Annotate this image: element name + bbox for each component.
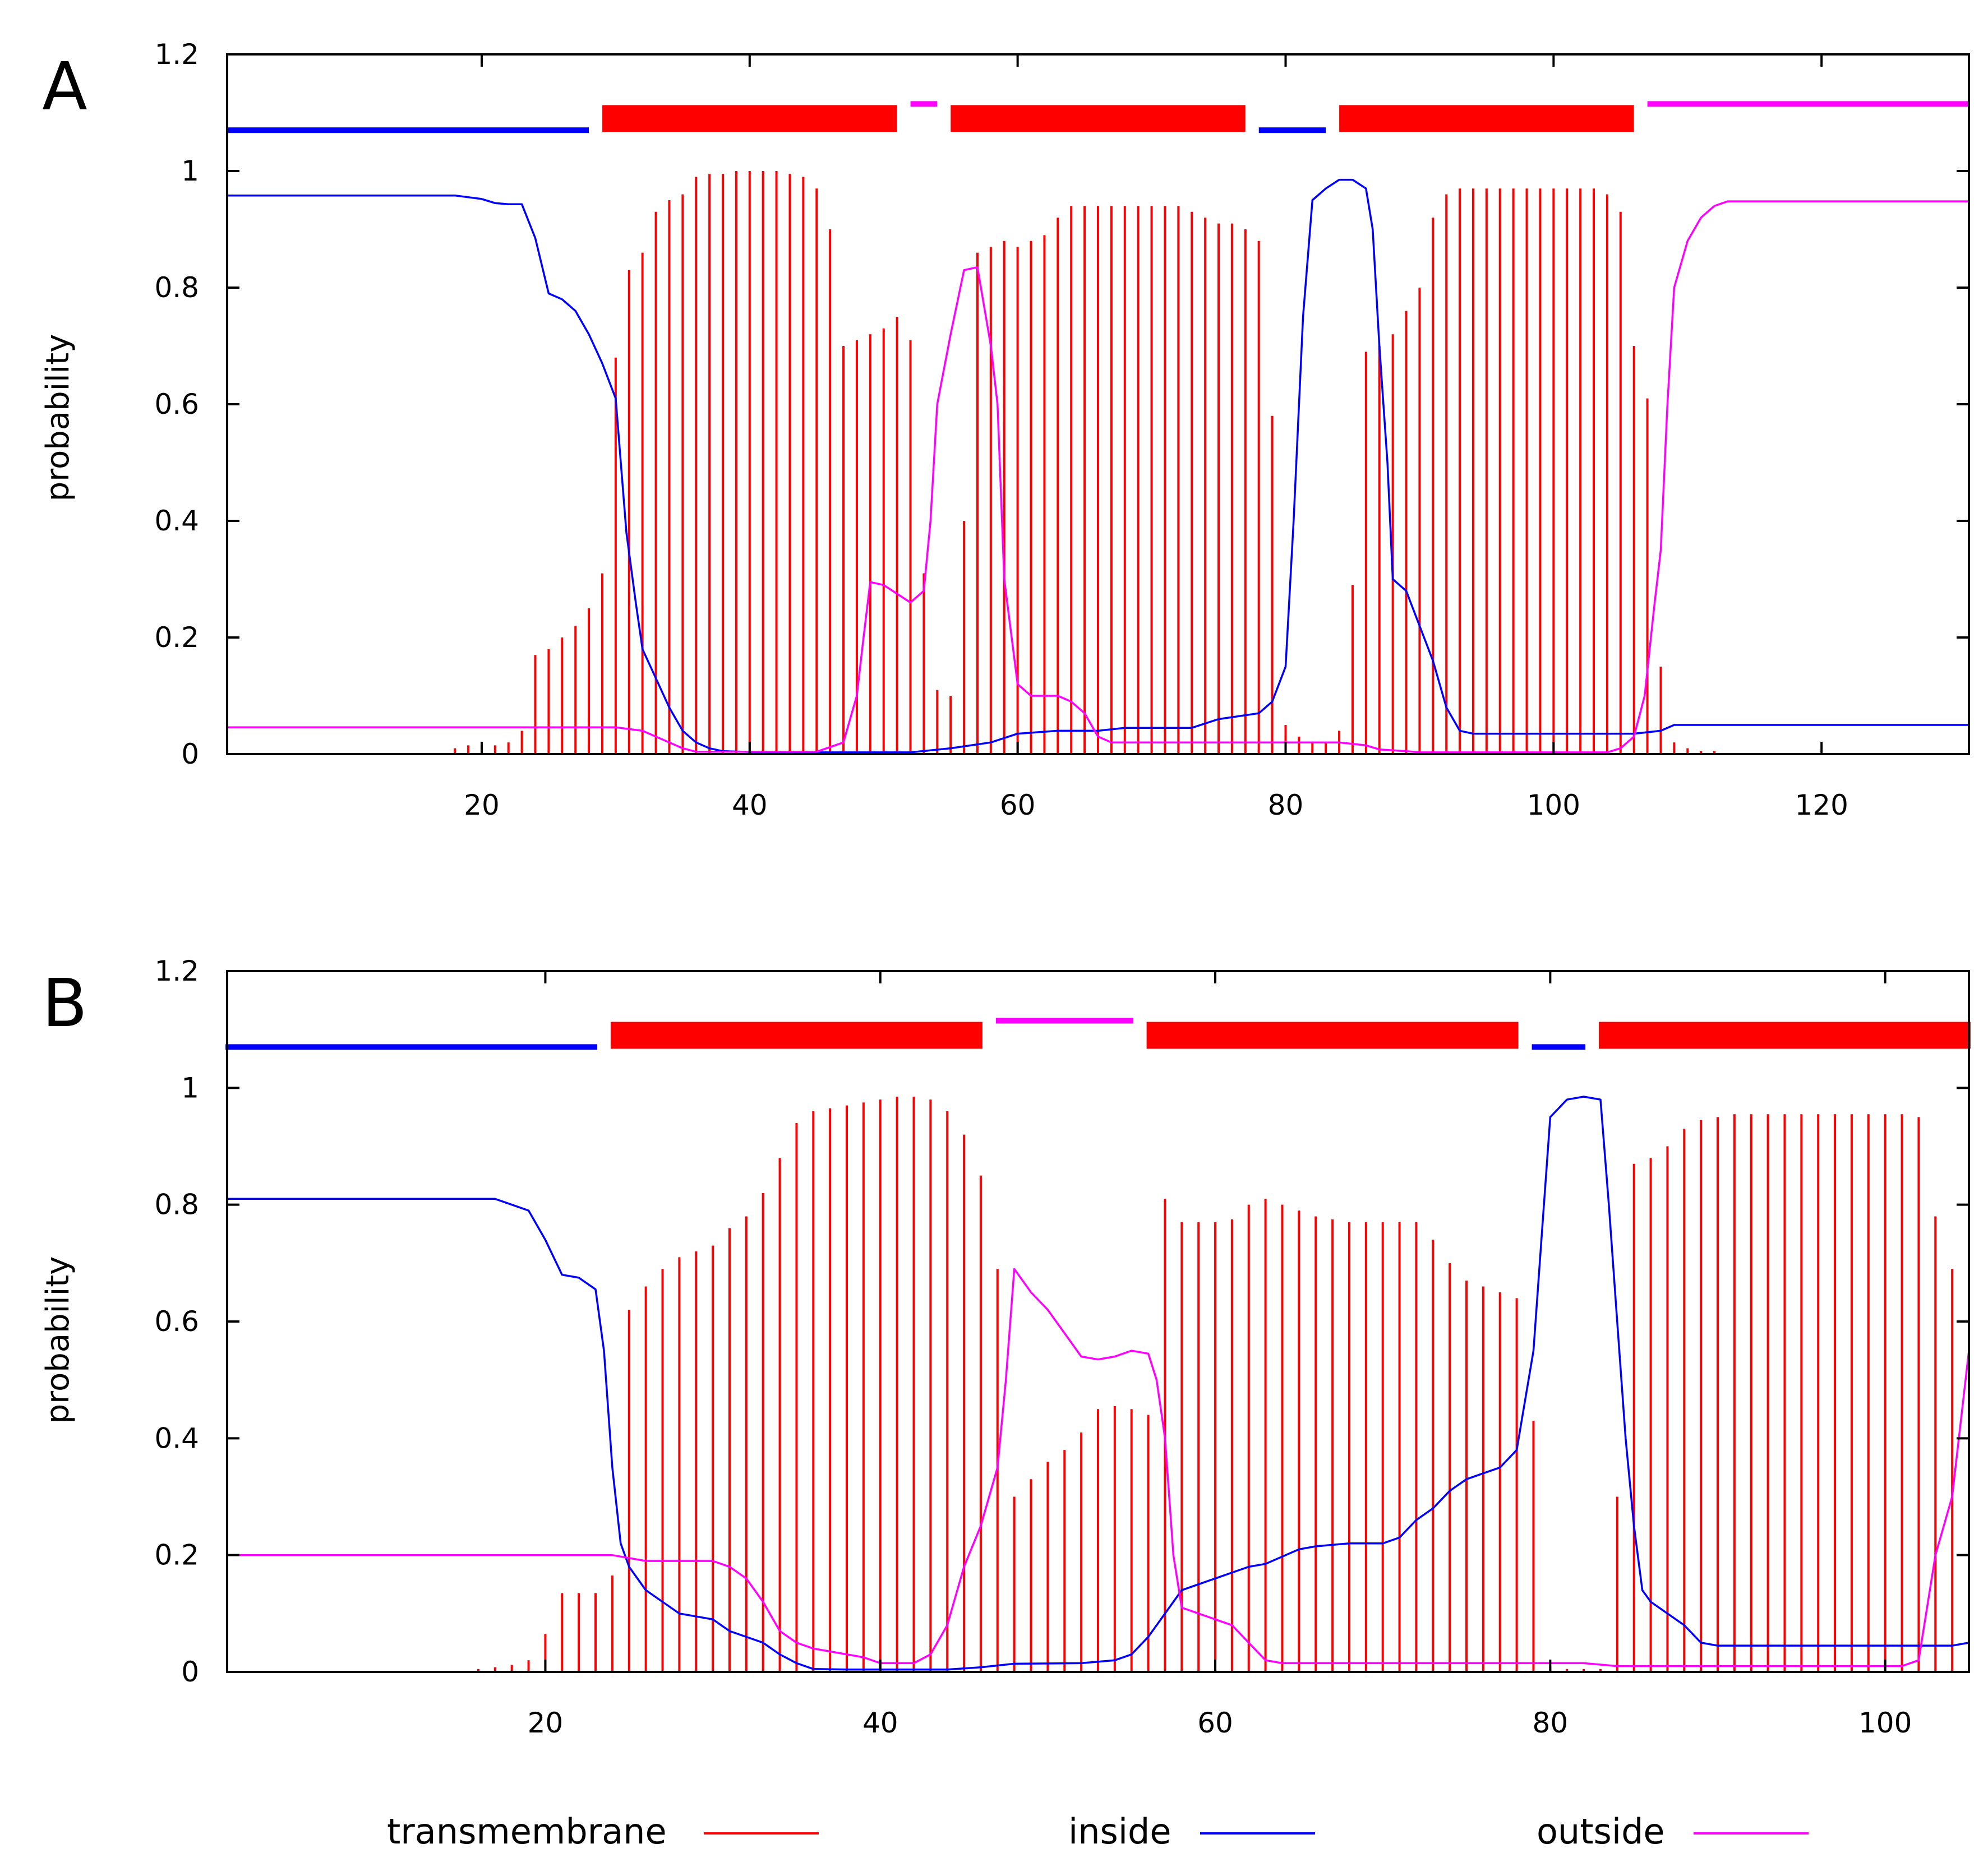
panel-a-topology-bar (227, 101, 1969, 133)
panel-a-ytick-label-1: 0.2 (154, 621, 199, 654)
panel-b-ytick-label-2: 0.4 (154, 1422, 199, 1454)
panel-a-topology-transmembrane-5 (1339, 105, 1634, 132)
panel-a-ytick-label-0: 0 (181, 738, 199, 770)
panel-b-ytick-label-4: 0.8 (154, 1189, 199, 1221)
panel-a-xtick-label-3: 80 (1268, 789, 1304, 821)
panel-b-topology-bar (225, 1018, 1971, 1050)
panel-a-topology-outside-6 (1647, 101, 1969, 107)
panel-b-topology-inside-0 (225, 1044, 597, 1050)
panel-a-letter: A (42, 48, 87, 125)
panel-b-ytick-label-6: 1.2 (154, 955, 199, 987)
panel-a-xtick-label-0: 20 (464, 789, 500, 821)
panel-a-xtick-label-1: 40 (732, 789, 768, 821)
panel-b-topology-outside-2 (995, 1018, 1133, 1024)
legend-entry-transmembrane: transmembrane (387, 1811, 819, 1852)
panel-a-ytick-label-2: 0.4 (154, 505, 199, 537)
panel-a-outside-line (227, 200, 1969, 754)
panel-b-ylabel: probability (40, 1256, 76, 1424)
panel-a-topology-inside-0 (227, 127, 589, 133)
legend-label-outside: outside (1537, 1811, 1665, 1852)
legend-label-inside: inside (1068, 1811, 1171, 1852)
legend-label-transmembrane: transmembrane (387, 1811, 667, 1852)
panel-b-ytick-label-0: 0 (181, 1656, 199, 1688)
panel-b-letter: B (42, 964, 87, 1042)
panel-a-ylabel: probability (40, 334, 76, 502)
panel-b-ytick-label-3: 0.6 (154, 1305, 199, 1338)
legend-entry-outside: outside (1537, 1811, 1809, 1852)
panel-a-topology-transmembrane-3 (951, 105, 1246, 132)
panel-a: A probability 0 0.2 0.4 0.6 0.8 1 1.2 20 40 60 80 1… (40, 38, 1970, 821)
panel-b-topology-transmembrane-5 (1599, 1022, 1971, 1049)
panel-a-ytick-label-6: 1.2 (154, 38, 199, 71)
panel-a-ytick-label-3: 0.6 (154, 388, 199, 421)
panel-b-axes: 0 0.2 0.4 0.6 0.8 1 1.2 20 40 60 80 100 (154, 955, 1969, 1739)
panel-a-transmembrane-bars (454, 171, 1716, 754)
panel-b-xtick-label-4: 100 (1858, 1707, 1912, 1739)
panel-b-topology-inside-4 (1532, 1044, 1586, 1050)
panel-a-ytick-label-4: 0.8 (154, 271, 199, 304)
legend: transmembrane inside outside (387, 1811, 1809, 1852)
panel-a-inside-line (227, 178, 1969, 754)
panel-b-transmembrane-bars (477, 1096, 1970, 1672)
panel-a-xtick-label-5: 120 (1795, 789, 1848, 821)
panel-a-topology-inside-4 (1258, 127, 1326, 133)
panel-b-topology-transmembrane-1 (610, 1022, 983, 1049)
panel-a-axes: 0 0.2 0.4 0.6 0.8 1 1.2 20 40 60 80 100 120 (154, 38, 1969, 821)
panel-b-ytick-label-5: 1 (181, 1071, 199, 1104)
panel-b-outside-line (227, 1134, 1970, 1667)
panel-a-xtick-label-2: 60 (1000, 789, 1036, 821)
panel-a-topology-outside-2 (910, 101, 938, 107)
panel-a-topology-transmembrane-1 (602, 105, 897, 132)
panel-b-xtick-label-0: 20 (528, 1707, 564, 1739)
legend-entry-inside: inside (1068, 1811, 1315, 1852)
panel-a-probability-lines (227, 178, 1969, 754)
panel-b-xtick-label-3: 80 (1533, 1707, 1569, 1739)
panel-b-probability-lines (227, 1096, 1970, 1671)
panel-b: B probability 0 0.2 0.4 0.6 0.8 1 1.2 20 40 60 80 1… (40, 955, 1971, 1739)
panel-a-xtick-label-4: 100 (1527, 789, 1580, 821)
panel-b-inside-line (227, 1096, 1969, 1671)
panel-b-ytick-label-1: 0.2 (154, 1539, 199, 1572)
panel-a-ytick-label-5: 1 (181, 155, 199, 187)
panel-b-topology-transmembrane-3 (1146, 1022, 1519, 1049)
panel-b-xtick-label-1: 40 (862, 1707, 898, 1739)
panel-b-xtick-label-2: 60 (1197, 1707, 1233, 1739)
